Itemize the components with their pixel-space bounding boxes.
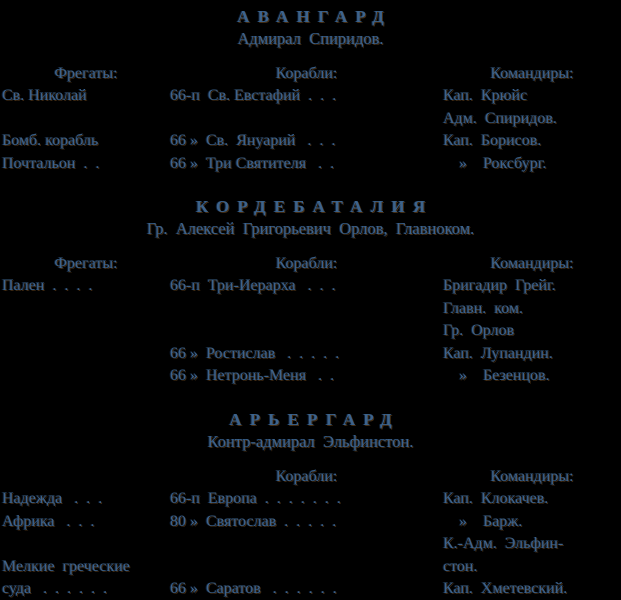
- section-title-avangard: АВАНГАРД: [237, 7, 392, 26]
- text-line: [2, 320, 170, 342]
- text-line: » Роксбург.: [443, 154, 547, 172]
- text-line: Фрегаты:: [54, 255, 118, 272]
- text-line: Надежда . . .: [2, 490, 103, 508]
- table-arriergard: Надежда . . . Африка . . . Мелкие гречески…: [0, 466, 621, 600]
- text-line: 66-п Св. Евстафий . . .: [170, 87, 337, 105]
- text-line: Африка . . .: [2, 512, 95, 530]
- column-frigates: Надежда . . . Африка . . . Мелкие гречески…: [2, 466, 170, 600]
- text-line: Мелкие греческие: [2, 557, 130, 575]
- text-line: Корабли:: [275, 65, 338, 82]
- text-line: 80 » Святослав . . . . .: [170, 512, 337, 530]
- column-ships: Корабли: 66-п Европа . . . . . . . 80 » Св…: [170, 466, 443, 600]
- text-line: » Безенцов.: [443, 367, 550, 385]
- text-line: [170, 108, 443, 130]
- text-line: Командиры:: [490, 468, 574, 485]
- text-line: Кап. Клокачев.: [443, 490, 549, 508]
- column-frigates: Фрегаты: Пален . . . .: [2, 253, 170, 387]
- text-line: [170, 298, 443, 320]
- section-title-arriergard: АРЬЕРГАРД: [229, 410, 400, 429]
- column-commanders: Командиры: Кап. Крюйс Адм. Спиридов. Кап. Б…: [443, 63, 621, 175]
- section-commander-avangard: Адмирал Спиридов.: [237, 29, 384, 48]
- fleet-section-arriergard: АРЬЕРГАРД Контр-адмирал Эльфинстон. Наде…: [0, 409, 621, 600]
- text-line: [170, 533, 443, 555]
- text-line: суда . . . . . .: [2, 580, 108, 597]
- column-ships: Корабли: 66-п Св. Евстафий . . . 66 » Св. …: [170, 63, 443, 175]
- table-avangard: Фрегаты: Св. Николай Бомб. корабль Почтальо…: [0, 63, 621, 175]
- text-line: Почтальон . .: [2, 154, 100, 172]
- text-line: Кап. Борисов.: [443, 132, 542, 150]
- text-line: [2, 365, 170, 387]
- text-line: 66-п Европа . . . . . . .: [170, 490, 341, 508]
- text-line: 66 » Саратов . . . . . .: [170, 580, 337, 597]
- column-frigates: Фрегаты: Св. Николай Бомб. корабль Почтальо…: [2, 63, 170, 175]
- text-line: [2, 343, 170, 365]
- text-line: 66 » Ростислав . . . . .: [170, 344, 340, 362]
- text-line: Кап. Крюйс: [443, 87, 528, 105]
- text-line: [2, 298, 170, 320]
- text-line: Главн. ком.: [443, 299, 524, 317]
- text-line: Адм. Спиридов.: [443, 109, 557, 127]
- text-line: Командиры:: [490, 65, 574, 82]
- text-line: стон.: [443, 557, 478, 575]
- text-line: [2, 466, 170, 488]
- text-line: 66 » Три Святителя . .: [170, 154, 335, 172]
- text-line: Гр. Орлов: [443, 322, 515, 340]
- section-commander-arriergard: Контр-адмирал Эльфинстон.: [207, 432, 414, 451]
- text-line: Кап. Лупандин.: [443, 344, 553, 362]
- text-line: » Барж.: [443, 512, 523, 530]
- text-line: Кап. Хметевский.: [443, 580, 568, 598]
- section-title-kordebataliya: КОРДЕБАТАЛИЯ: [195, 197, 434, 216]
- text-line: Корабли:: [275, 468, 338, 485]
- text-line: Бригадир Грейг.: [443, 277, 556, 295]
- text-line: 66 » Нетронь-Меня . .: [170, 367, 335, 384]
- text-line: К.-Адм. Эльфин-: [443, 535, 564, 553]
- column-commanders: Командиры: Бригадир Грейг. Главн. ком. Гр. …: [443, 253, 621, 387]
- text-line: Командиры:: [490, 255, 574, 272]
- text-line: 66-п Три-Иерарха . . .: [170, 277, 336, 295]
- column-commanders: Командиры: Кап. Клокачев. » Барж. К.-Адм. …: [443, 466, 621, 600]
- fleet-section-kordebataliya: КОРДЕБАТАЛИЯ Гр. Алексей Григорьевич Орл…: [0, 196, 621, 387]
- text-line: [170, 320, 443, 342]
- text-line: 66 » Св. Януарий . . .: [170, 132, 336, 150]
- text-line: [170, 556, 443, 578]
- fleet-section-avangard: АВАНГАРД Адмирал Спиридов. Фрегаты: Св. Н…: [0, 6, 621, 175]
- text-line: Пален . . . .: [2, 277, 93, 295]
- text-line: [2, 108, 170, 130]
- text-line: Корабли:: [275, 255, 338, 272]
- text-line: Фрегаты:: [54, 65, 118, 82]
- section-commander-kordebataliya: Гр. Алексей Григорьевич Орлов, Главноком…: [146, 219, 475, 238]
- text-line: Св. Николай: [2, 87, 87, 105]
- text-line: [2, 533, 170, 555]
- text-line: Бомб. корабль: [2, 132, 99, 150]
- column-ships: Корабли: 66-п Три-Иерарха . . . 66 » Рости…: [170, 253, 443, 387]
- table-kordebataliya: Фрегаты: Пален . . . . Корабли: 66-п Три-И…: [0, 253, 621, 387]
